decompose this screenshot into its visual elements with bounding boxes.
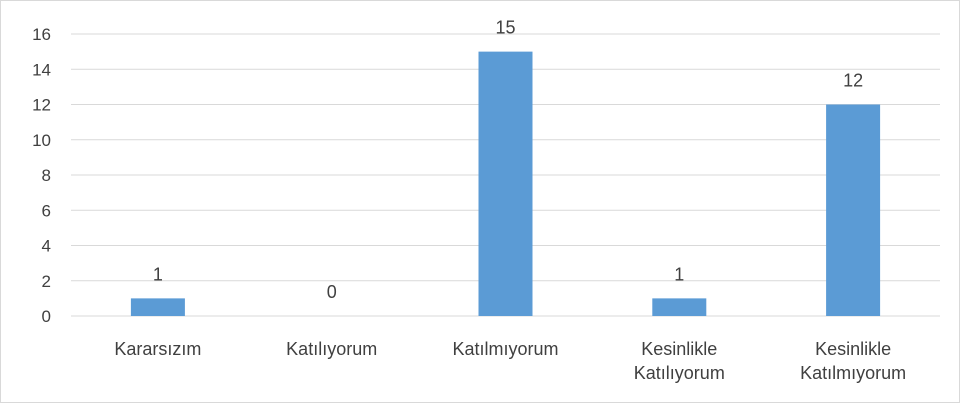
- data-label-5: 12: [843, 71, 863, 91]
- bars: [130, 51, 881, 316]
- data-label-1: 1: [153, 264, 163, 284]
- category-label-5-line-2: Katılmıyorum: [800, 363, 906, 383]
- category-label-5-line-1: Kesinlikle: [815, 339, 891, 359]
- bar-1: [130, 298, 185, 316]
- data-label-2: 0: [327, 282, 337, 302]
- y-tick-label-12: 12: [32, 96, 51, 115]
- y-tick-label-8: 8: [42, 166, 51, 185]
- y-tick-label-16: 16: [32, 25, 51, 44]
- y-tick-label-6: 6: [42, 201, 51, 220]
- y-tick-label-2: 2: [42, 272, 51, 291]
- y-tick-label-0: 0: [42, 307, 51, 326]
- category-label-1: Kararsızım: [114, 339, 201, 359]
- bar-3: [478, 51, 533, 316]
- category-label-2: Katılıyorum: [286, 339, 377, 359]
- y-tick-label-4: 4: [42, 237, 51, 256]
- y-axis-ticks: 0 2 4 6 8 10 12 14 16: [32, 25, 51, 326]
- category-label-3: Katılmıyorum: [452, 339, 558, 359]
- data-label-3: 15: [495, 18, 515, 38]
- data-label-4: 1: [674, 264, 684, 284]
- bar-4: [652, 298, 707, 316]
- y-tick-label-14: 14: [32, 60, 51, 79]
- y-tick-label-10: 10: [32, 131, 51, 150]
- bar-5: [826, 104, 881, 316]
- x-axis-categories: Kararsızım Katılıyorum Katılmıyorum Kesinli…: [114, 339, 906, 383]
- data-labels: 1 0 15 1 12: [153, 18, 863, 302]
- category-label-4-line-1: Kesinlikle: [641, 339, 717, 359]
- category-label-4-line-2: Katılıyorum: [634, 363, 725, 383]
